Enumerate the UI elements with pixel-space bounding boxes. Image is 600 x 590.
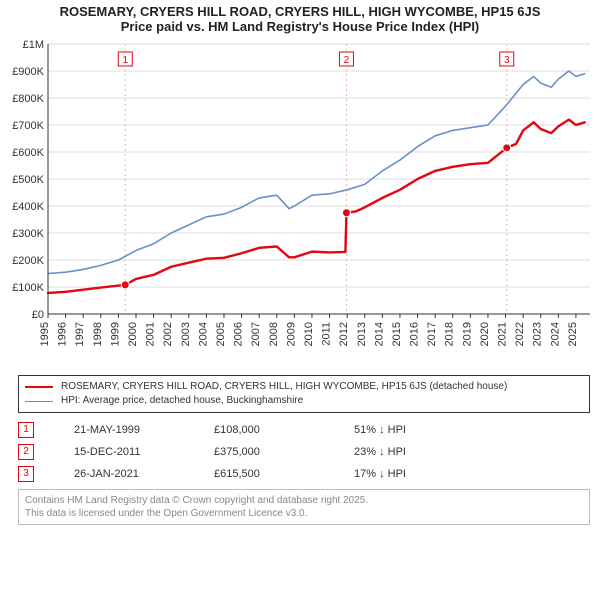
svg-text:2005: 2005: [215, 322, 227, 346]
svg-text:2004: 2004: [197, 322, 209, 346]
event-marker-box: 2: [18, 444, 34, 460]
svg-text:2000: 2000: [127, 322, 139, 346]
svg-text:1998: 1998: [92, 322, 104, 346]
title-line-2: Price paid vs. HM Land Registry's House …: [0, 19, 600, 34]
event-price: £375,000: [214, 441, 354, 463]
svg-text:2017: 2017: [426, 322, 438, 346]
footnote: Contains HM Land Registry data © Crown c…: [18, 489, 590, 525]
svg-text:£900K: £900K: [12, 66, 44, 78]
svg-text:2020: 2020: [479, 322, 491, 346]
svg-text:£700K: £700K: [12, 120, 44, 132]
svg-text:2018: 2018: [444, 322, 456, 346]
legend-row: HPI: Average price, detached house, Buck…: [25, 394, 583, 408]
svg-text:1995: 1995: [39, 322, 51, 346]
footnote-line-2: This data is licensed under the Open Gov…: [25, 507, 583, 520]
svg-text:2012: 2012: [338, 322, 350, 346]
events-table: 1 21-MAY-1999£108,00051% ↓ HPI 2 15-DEC-201…: [18, 419, 590, 485]
legend: ROSEMARY, CRYERS HILL ROAD, CRYERS HILL,…: [18, 375, 590, 413]
svg-text:2003: 2003: [180, 322, 192, 346]
event-date: 15-DEC-2011: [74, 441, 214, 463]
svg-text:2016: 2016: [409, 322, 421, 346]
svg-text:2024: 2024: [549, 322, 561, 346]
svg-text:2: 2: [344, 55, 350, 66]
event-date: 26-JAN-2021: [74, 463, 214, 485]
footnote-line-1: Contains HM Land Registry data © Crown c…: [25, 494, 583, 507]
svg-text:2019: 2019: [461, 322, 473, 346]
svg-text:2006: 2006: [233, 322, 245, 346]
chart-svg: £0 £100K £200K £300K £400K £500K £600K £700K £80…: [0, 34, 600, 369]
svg-text:2011: 2011: [321, 322, 333, 346]
event-price: £108,000: [214, 419, 354, 441]
chart-container: ROSEMARY, CRYERS HILL ROAD, CRYERS HILL,…: [0, 0, 600, 525]
svg-text:£800K: £800K: [12, 93, 44, 105]
svg-text:3: 3: [504, 55, 510, 66]
event-row: 2 15-DEC-2011£375,00023% ↓ HPI: [18, 441, 590, 463]
svg-text:£0: £0: [32, 309, 44, 321]
event-date: 21-MAY-1999: [74, 419, 214, 441]
event-delta: 51% ↓ HPI: [354, 419, 494, 441]
event-marker-box: 3: [18, 466, 34, 482]
svg-text:2009: 2009: [285, 322, 297, 346]
svg-text:2010: 2010: [303, 322, 315, 346]
svg-text:2022: 2022: [514, 322, 526, 346]
title-line-1: ROSEMARY, CRYERS HILL ROAD, CRYERS HILL,…: [0, 4, 600, 19]
svg-text:£600K: £600K: [12, 147, 44, 159]
legend-swatch: [25, 386, 53, 388]
svg-text:£500K: £500K: [12, 174, 44, 186]
svg-text:1: 1: [122, 55, 128, 66]
svg-text:1999: 1999: [109, 322, 121, 346]
svg-text:2014: 2014: [373, 322, 385, 346]
legend-label: HPI: Average price, detached house, Buck…: [61, 394, 303, 408]
svg-text:2025: 2025: [567, 322, 579, 346]
svg-text:2021: 2021: [497, 322, 509, 346]
event-delta: 17% ↓ HPI: [354, 463, 494, 485]
svg-text:2023: 2023: [532, 322, 544, 346]
legend-label: ROSEMARY, CRYERS HILL ROAD, CRYERS HILL,…: [61, 380, 507, 394]
event-row: 3 26-JAN-2021£615,50017% ↓ HPI: [18, 463, 590, 485]
svg-text:£300K: £300K: [12, 228, 44, 240]
chart-plot: £0 £100K £200K £300K £400K £500K £600K £700K £80…: [0, 34, 600, 369]
svg-text:2002: 2002: [162, 322, 174, 346]
svg-text:2013: 2013: [356, 322, 368, 346]
svg-text:2015: 2015: [391, 322, 403, 346]
event-delta: 23% ↓ HPI: [354, 441, 494, 463]
svg-text:£400K: £400K: [12, 201, 44, 213]
title-block: ROSEMARY, CRYERS HILL ROAD, CRYERS HILL,…: [0, 0, 600, 34]
event-row: 1 21-MAY-1999£108,00051% ↓ HPI: [18, 419, 590, 441]
event-marker-box: 1: [18, 422, 34, 438]
svg-text:1996: 1996: [57, 322, 69, 346]
legend-swatch: [25, 401, 53, 402]
svg-text:£1M: £1M: [23, 39, 44, 51]
svg-text:2007: 2007: [250, 322, 262, 346]
event-price: £615,500: [214, 463, 354, 485]
svg-text:£100K: £100K: [12, 282, 44, 294]
legend-row: ROSEMARY, CRYERS HILL ROAD, CRYERS HILL,…: [25, 380, 583, 394]
svg-text:2001: 2001: [145, 322, 157, 346]
svg-text:1997: 1997: [74, 322, 86, 346]
svg-text:2008: 2008: [268, 322, 280, 346]
svg-text:£200K: £200K: [12, 255, 44, 267]
